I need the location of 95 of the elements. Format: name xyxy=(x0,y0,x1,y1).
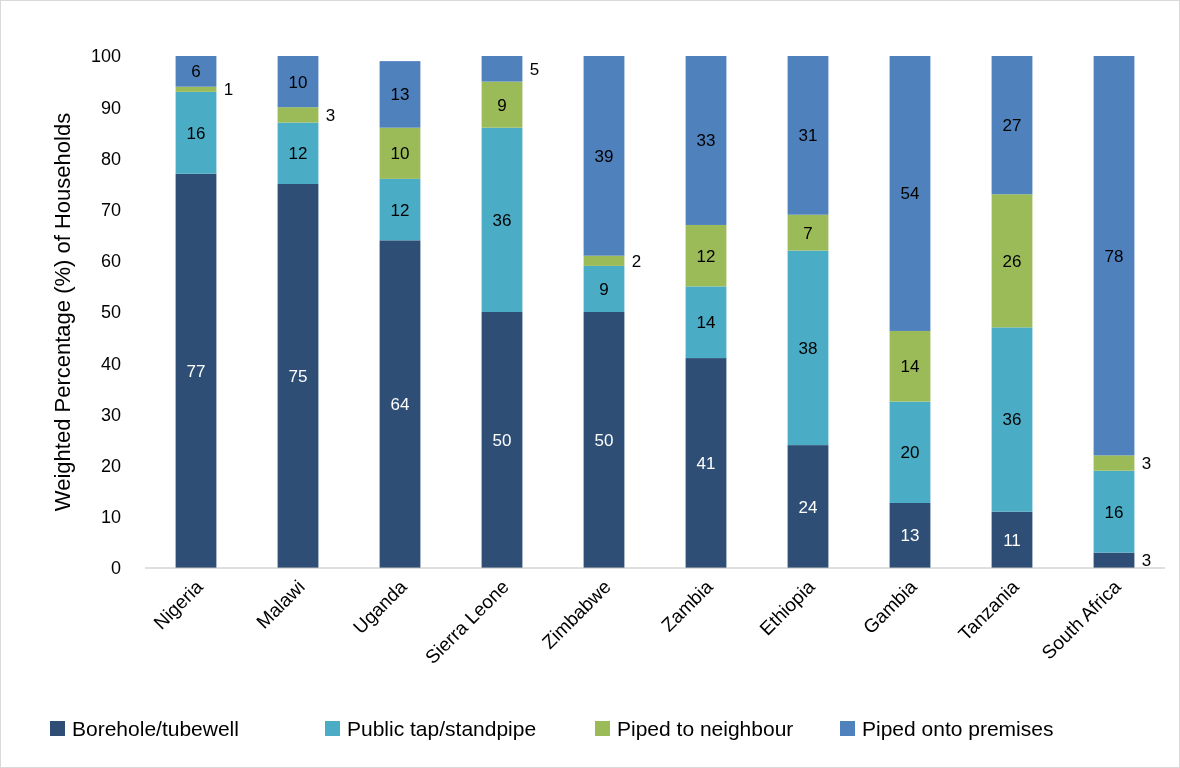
data-label: 64 xyxy=(390,395,410,415)
bar xyxy=(685,224,727,287)
data-label: 7 xyxy=(803,223,813,243)
data-label: 6 xyxy=(191,62,201,82)
bar xyxy=(685,56,727,225)
data-label: 36 xyxy=(1002,410,1022,430)
data-label: 77 xyxy=(186,361,206,381)
bar xyxy=(175,91,217,174)
y-tick-label: 50 xyxy=(100,302,121,323)
data-label: 2 xyxy=(631,251,642,271)
bar xyxy=(1093,56,1135,456)
y-tick-label: 10 xyxy=(100,507,121,528)
data-label: 78 xyxy=(1104,246,1124,266)
legend-label: Piped onto premises xyxy=(862,717,1054,741)
data-label: 13 xyxy=(390,85,410,105)
bar xyxy=(277,56,319,108)
data-label: 9 xyxy=(497,95,507,115)
bar xyxy=(379,61,421,128)
bar xyxy=(481,81,523,128)
bar xyxy=(787,56,829,215)
data-label: 14 xyxy=(900,357,920,377)
bar xyxy=(175,56,217,87)
bar xyxy=(991,327,1033,512)
data-label: 26 xyxy=(1002,251,1022,271)
bar xyxy=(787,445,829,568)
bar xyxy=(787,250,829,446)
data-label: 50 xyxy=(492,430,512,450)
bar xyxy=(787,214,829,251)
bar xyxy=(379,240,421,568)
data-label: 3 xyxy=(325,105,336,125)
bar xyxy=(685,358,727,568)
bar xyxy=(991,194,1033,328)
bar xyxy=(379,178,421,241)
data-label: 41 xyxy=(696,453,716,473)
data-label: 12 xyxy=(390,200,410,220)
data-label: 3 xyxy=(1141,453,1152,473)
data-label: 39 xyxy=(594,146,614,166)
y-tick-label: 100 xyxy=(90,46,121,67)
y-axis-title: Weighted Percentage (%) of Households xyxy=(50,112,75,512)
bar xyxy=(277,184,319,568)
y-tick-label: 20 xyxy=(100,455,121,476)
legend-label: Piped to neighbour xyxy=(617,717,794,741)
data-label: 10 xyxy=(288,72,308,92)
data-label: 9 xyxy=(599,279,609,299)
bar xyxy=(583,255,625,266)
data-label: 75 xyxy=(288,366,308,386)
bar xyxy=(175,86,217,92)
y-tick-label: 40 xyxy=(100,353,121,374)
data-label: 10 xyxy=(390,144,410,164)
bar xyxy=(889,56,931,331)
data-label: 14 xyxy=(696,313,716,333)
bar xyxy=(481,127,523,312)
data-label: 11 xyxy=(1003,530,1021,550)
legend-label: Public tap/standpipe xyxy=(347,717,537,741)
bar xyxy=(685,286,727,359)
y-tick-label: 70 xyxy=(100,199,121,220)
data-label: 50 xyxy=(594,430,614,450)
data-label: 20 xyxy=(900,443,920,463)
y-tick-label: 0 xyxy=(110,558,121,579)
data-label: 12 xyxy=(288,144,308,164)
bar xyxy=(277,107,319,123)
bar xyxy=(277,122,319,184)
bar xyxy=(991,511,1033,568)
bar xyxy=(175,173,217,568)
bar xyxy=(583,265,625,312)
bar xyxy=(1093,455,1135,471)
data-label: 16 xyxy=(186,123,206,143)
data-label: 5 xyxy=(529,59,540,79)
y-tick-label: 30 xyxy=(100,404,121,425)
bar xyxy=(889,401,931,503)
data-label: 31 xyxy=(798,126,818,146)
data-label: 1 xyxy=(223,80,234,100)
data-label: 16 xyxy=(1104,502,1124,522)
y-tick-label: 90 xyxy=(100,97,121,118)
data-label: 54 xyxy=(900,184,920,204)
data-label: 24 xyxy=(798,497,818,517)
data-label: 12 xyxy=(696,246,716,266)
bar xyxy=(481,56,523,82)
bar xyxy=(889,502,931,568)
bar xyxy=(379,127,421,179)
data-label: 38 xyxy=(798,338,818,358)
bar xyxy=(889,330,931,402)
bar xyxy=(583,56,625,256)
data-label: 27 xyxy=(1002,116,1022,136)
data-label: 13 xyxy=(900,526,920,546)
legend-label: Borehole/tubewell xyxy=(72,717,239,741)
data-label: 3 xyxy=(1141,551,1152,571)
y-tick-label: 60 xyxy=(100,251,121,272)
bar xyxy=(583,312,625,568)
bar xyxy=(991,56,1033,195)
data-label: 33 xyxy=(696,131,716,151)
bar xyxy=(481,312,523,568)
y-tick-label: 80 xyxy=(100,148,121,169)
data-label: 36 xyxy=(492,210,512,230)
bar xyxy=(1093,470,1135,553)
